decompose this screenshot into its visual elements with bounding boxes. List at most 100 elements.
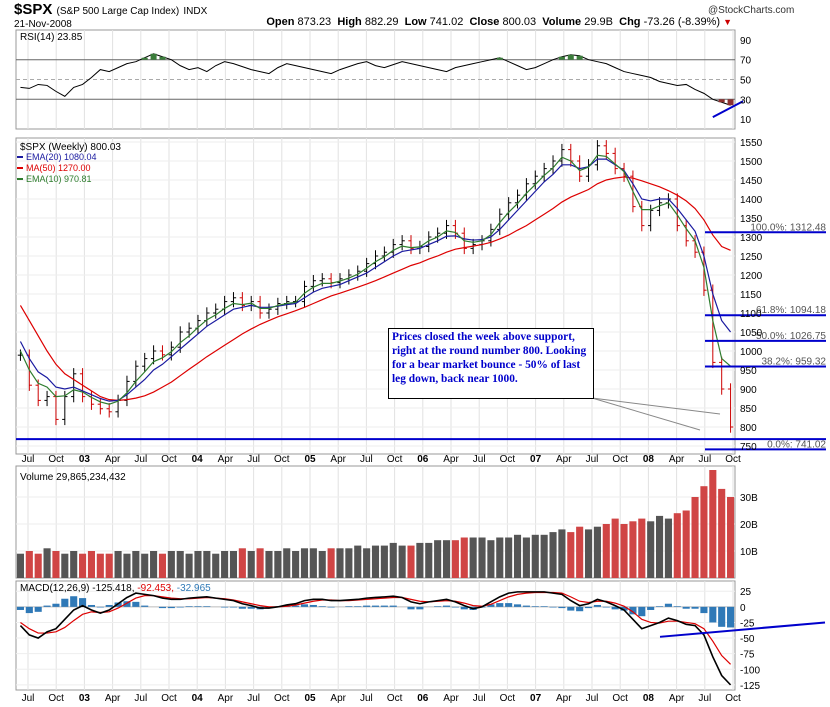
price-y-tick: 850: [740, 404, 757, 415]
volume-bar: [389, 542, 397, 578]
macd-y-tick: 25: [740, 587, 752, 598]
macd-histogram-bar: [655, 606, 664, 607]
volume-bar: [87, 551, 96, 578]
macd-histogram-bar: [389, 605, 397, 607]
volume-bar: [682, 510, 690, 578]
vol-y-tick: 20B: [740, 520, 758, 531]
volume-bar: [167, 551, 175, 578]
low-value: 741.02: [429, 16, 464, 28]
volume-bar: [16, 553, 24, 578]
x-tick-label-top: Jul: [698, 454, 711, 465]
exchange: INDX: [183, 6, 208, 17]
x-tick-label-top: Jul: [134, 454, 147, 465]
macd-histogram-bar: [513, 604, 522, 607]
volume-bar: [487, 540, 495, 578]
rsi-overbought-fill: [496, 57, 503, 60]
vol-y-tick: 10B: [740, 547, 758, 558]
macd-histogram-bar: [132, 601, 140, 607]
macd-histogram-bar: [345, 606, 353, 607]
macd-histogram-bar: [185, 606, 193, 607]
x-tick-label-top: Jul: [586, 454, 599, 465]
macd-histogram-bar: [292, 605, 300, 607]
macd-histogram-bar: [300, 604, 309, 607]
volume-bar: [256, 548, 264, 578]
volume-bar: [43, 548, 51, 578]
grid-layer: [15, 29, 736, 691]
volume-bar: [70, 551, 78, 578]
annotation-pointer: [591, 397, 721, 415]
close-value: 800.03: [502, 16, 537, 28]
macd-y-tick: -100: [740, 665, 760, 676]
symbol-title: $SPX (S&P 500 Large Cap Index) INDX: [14, 1, 207, 18]
volume-bar: [593, 526, 601, 578]
macd-histogram-bar: [673, 606, 681, 607]
ma50-line: [19, 176, 731, 402]
volume-bar: [549, 532, 557, 578]
down-arrow-icon: ▼: [723, 17, 732, 27]
source-label: @StockCharts.com: [708, 5, 795, 16]
x-tick-label-bottom: Oct: [161, 693, 177, 704]
rsi-panel: RSI(14) 23.85: [16, 32, 744, 119]
rsi-overbought-fill: [150, 53, 157, 60]
price-y-tick: 1050: [740, 328, 763, 339]
volume-bar: [727, 497, 735, 578]
volume-bar: [150, 551, 158, 578]
x-tick-label-bottom: Oct: [48, 693, 64, 704]
macd-title-part: -32.965: [177, 583, 211, 594]
volume-bar: [700, 486, 708, 578]
x-tick-label-bottom: Apr: [218, 693, 234, 704]
fib-label: 100.0%: 1312.48: [750, 222, 826, 233]
macd-histogram-bar: [327, 606, 335, 608]
rsi-title: RSI(14) 23.85: [20, 32, 83, 43]
x-tick-label-bottom: Apr: [105, 693, 121, 704]
volume-bar: [407, 545, 415, 578]
rsi-y-tick: 70: [740, 56, 752, 67]
index-name: (S&P 500 Large Cap Index): [56, 6, 180, 17]
price-y-tick: 800: [740, 423, 757, 434]
macd-histogram-bar: [709, 606, 717, 623]
rsi-y-tick: 10: [740, 115, 752, 126]
volume-bar: [576, 526, 584, 578]
volume-bar: [398, 545, 406, 578]
volume-bar: [567, 532, 575, 578]
volume-bar: [380, 545, 388, 578]
x-tick-label-bottom: Jul: [22, 693, 35, 704]
x-tick-label-bottom: 04: [192, 693, 204, 704]
macd-y-tick: -75: [740, 650, 755, 661]
x-tick-label-bottom: Jul: [698, 693, 711, 704]
macd-histogram-bar: [176, 606, 184, 608]
x-tick-label-top: Apr: [669, 454, 685, 465]
macd-histogram-bar: [718, 606, 726, 627]
volume-bar: [247, 551, 255, 578]
volume-bar: [123, 553, 131, 578]
volume-bar: [274, 551, 282, 578]
price-y-tick: 1100: [740, 309, 762, 320]
macd-histogram-bar: [407, 606, 415, 610]
x-tick-label-top: Jul: [473, 454, 486, 465]
x-tick-label-bottom: Apr: [556, 693, 572, 704]
macd-y-tick: -125: [740, 681, 760, 692]
macd-histogram-bar: [434, 606, 442, 607]
macd-histogram-bar: [416, 606, 424, 610]
macd-line: [19, 591, 732, 686]
macd-histogram-bar: [25, 606, 33, 614]
volume-bar: [185, 553, 193, 578]
rsi-trendline: [712, 100, 744, 119]
macd-histogram-bar: [247, 606, 255, 609]
x-tick-label-top: Apr: [443, 454, 459, 465]
volume-bar: [318, 551, 326, 578]
x-tick-label-top: Oct: [161, 454, 177, 465]
x-tick-label-bottom: 05: [304, 693, 316, 704]
x-tick-label-top: 08: [643, 454, 655, 465]
volume-bar: [442, 540, 451, 578]
price-y-tick: 1300: [740, 233, 763, 244]
macd-histogram-bar: [567, 606, 575, 611]
macd-histogram-bar: [691, 606, 699, 609]
x-tick-label-top: Jul: [360, 454, 373, 465]
ema10-line: [19, 154, 731, 405]
volume-bar: [655, 515, 664, 578]
volume-bar: [292, 551, 300, 578]
macd-frame: [15, 580, 736, 691]
x-tick-label-bottom: Jul: [134, 693, 147, 704]
volume-bar: [114, 551, 122, 578]
